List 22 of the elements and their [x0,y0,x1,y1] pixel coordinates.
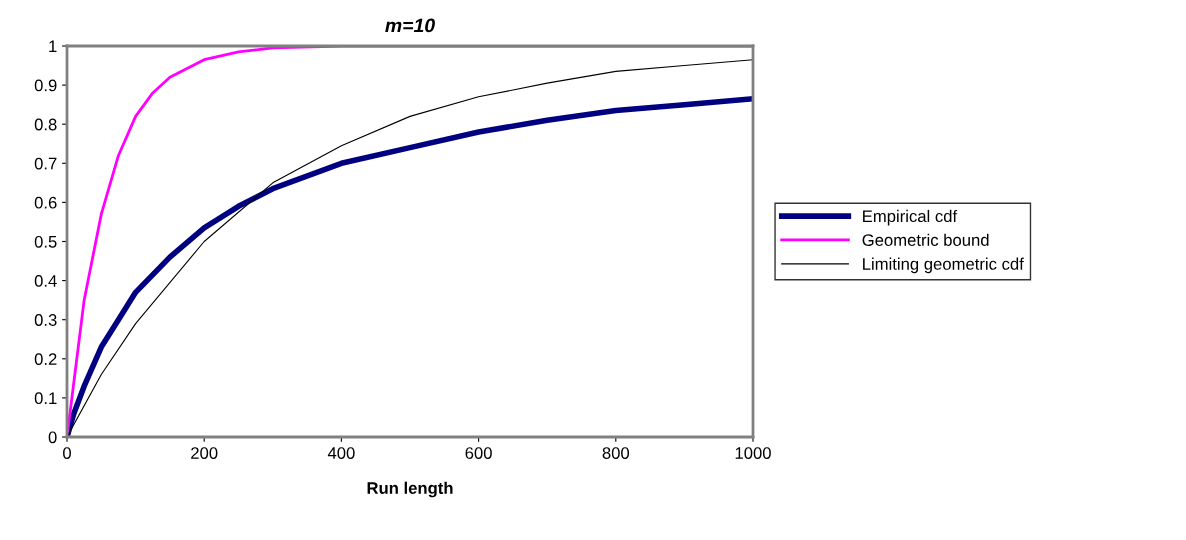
y-tick-label: 0 [48,431,57,444]
x-tick-label: 1000 [735,447,771,459]
legend-label: Limiting geometric cdf [863,257,1024,274]
x-tick-label: 200 [191,447,218,459]
y-tick-label: 0.2 [34,353,57,365]
x-tick-label: 400 [327,447,355,459]
y-tick-label: 0.7 [34,157,57,170]
x-tick-label: 0 [63,447,71,459]
y-tick-label: 0.9 [34,79,57,92]
x-tick-label: 800 [602,447,630,459]
legend-label: Empirical cdf [863,209,958,226]
x-tick-label: 600 [465,447,492,459]
y-tick-label: 1 [49,40,57,53]
chart-title: m=10 [385,18,435,33]
y-tick-label: 0.5 [34,235,57,248]
y-tick-label: 0.6 [34,196,57,209]
x-axis-title: Run length [367,481,453,498]
legend-label: Geometric bound [862,233,989,246]
y-tick-label: 0.1 [34,392,57,405]
y-tick-label: 0.8 [34,118,57,131]
y-tick-label: 0.4 [34,275,57,287]
y-tick-label: 0.3 [34,314,57,326]
